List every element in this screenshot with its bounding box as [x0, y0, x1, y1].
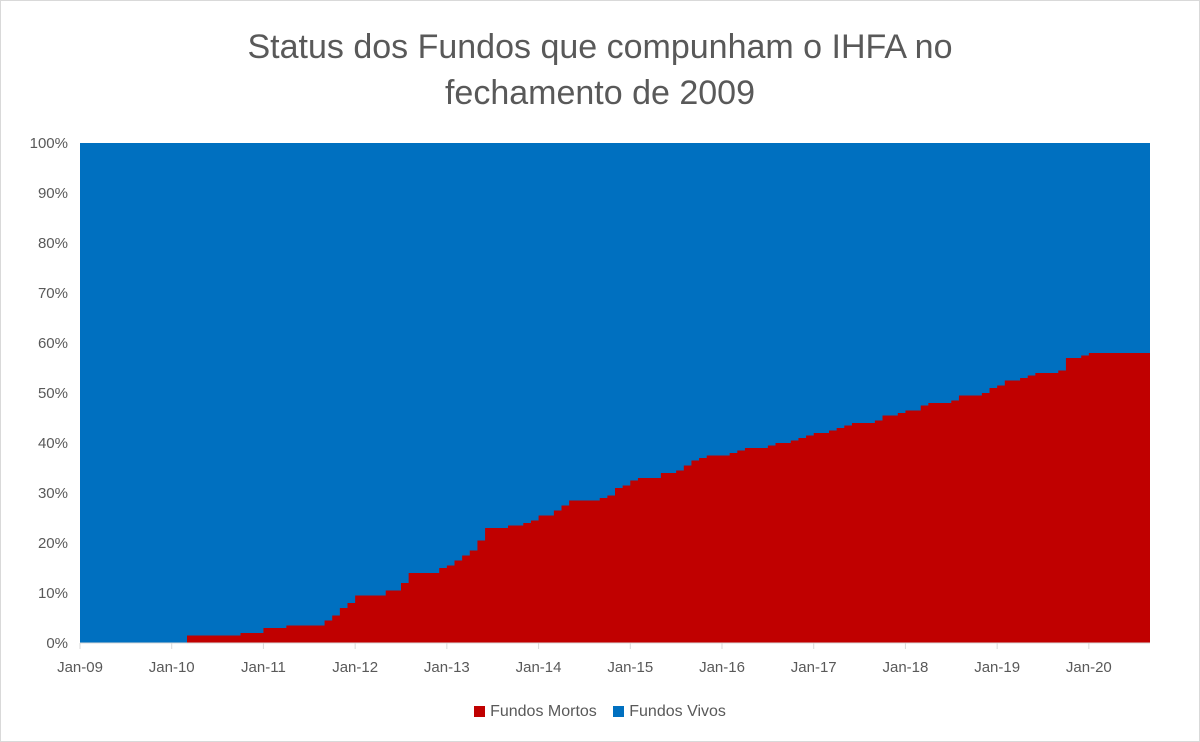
- legend-label-fundos-vivos: Fundos Vivos: [629, 703, 726, 720]
- y-tick-label: 100%: [30, 135, 68, 152]
- y-tick-label: 90%: [38, 185, 68, 202]
- y-axis: 0% 10% 20% 30% 40% 50% 60% 70% 80% 90% 100%: [30, 135, 68, 652]
- x-tick-label: Jan-16: [699, 659, 745, 676]
- chart-title: Status dos Fundos que compunham o IHFA n…: [0, 24, 1200, 116]
- y-tick-label: 20%: [38, 535, 68, 552]
- y-tick-label: 30%: [38, 485, 68, 502]
- x-tick-label: Jan-13: [424, 659, 470, 676]
- y-tick-label: 80%: [38, 235, 68, 252]
- legend-swatch-fundos-vivos: [613, 706, 625, 717]
- x-axis: Jan-09 Jan-10 Jan-11 Jan-12 Jan-13 Jan-14 Jan-…: [57, 643, 1112, 676]
- y-tick-label: 60%: [38, 335, 68, 352]
- y-tick-label: 70%: [38, 285, 68, 302]
- x-tick-label: Jan-20: [1066, 659, 1112, 676]
- legend-label-fundos-mortos: Fundos Mortos: [490, 703, 597, 720]
- legend-swatch-fundos-mortos: [474, 706, 486, 717]
- x-tick-label: Jan-19: [974, 659, 1020, 676]
- x-tick-label: Jan-17: [791, 659, 837, 676]
- x-tick-label: Jan-18: [882, 659, 928, 676]
- x-tick-label: Jan-11: [241, 659, 286, 676]
- y-tick-label: 0%: [46, 635, 68, 652]
- legend-item-fundos-vivos: Fundos Vivos: [613, 703, 726, 721]
- y-tick-label: 50%: [38, 385, 68, 402]
- chart-title-line-2: fechamento de 2009: [444, 74, 756, 112]
- x-tick-label: Jan-09: [57, 659, 103, 676]
- legend: Fundos Mortos Fundos Vivos: [0, 703, 1200, 721]
- x-tick-label: Jan-10: [149, 659, 195, 676]
- area-fundos-mortos: [80, 353, 1150, 643]
- legend-item-fundos-mortos: Fundos Mortos: [474, 703, 597, 721]
- y-tick-label: 40%: [38, 435, 68, 452]
- x-tick-label: Jan-12: [332, 659, 378, 676]
- y-tick-label: 10%: [38, 585, 68, 602]
- x-tick-label: Jan-14: [516, 659, 562, 676]
- chart-title-line-1: Status dos Fundos que compunham o IHFA n…: [247, 28, 953, 66]
- x-tick-label: Jan-15: [607, 659, 653, 676]
